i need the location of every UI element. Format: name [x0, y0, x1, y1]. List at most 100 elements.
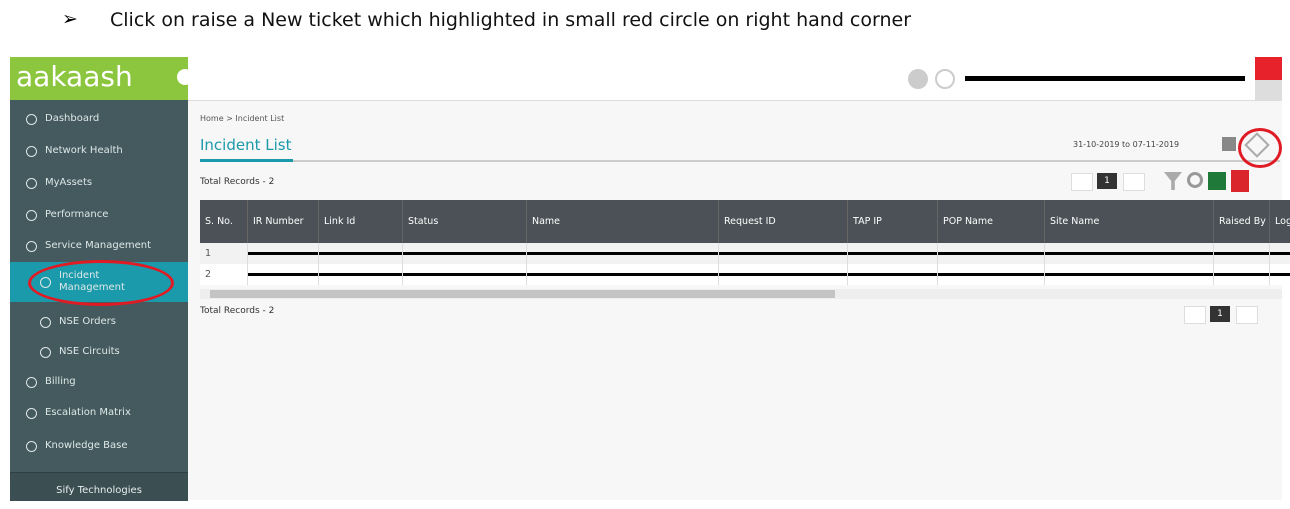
column-header[interactable]: TAP IP	[848, 200, 938, 243]
refresh-icon[interactable]	[1187, 172, 1203, 188]
sidebar-item[interactable]: MyAssets	[10, 168, 188, 198]
instruction: Click on raise a New ticket which highli…	[110, 9, 911, 31]
cell	[848, 243, 938, 264]
sidebar-item[interactable]: Billing	[10, 367, 188, 397]
sidebar-item[interactable]: Network Health	[10, 136, 188, 166]
date-from[interactable]: 31-10-2019	[1073, 140, 1120, 149]
page-prev[interactable]	[1184, 306, 1206, 324]
redaction	[403, 273, 526, 276]
column-header[interactable]: Logged Date	[1270, 200, 1290, 243]
icon	[26, 114, 37, 125]
redaction	[527, 273, 718, 276]
date-to[interactable]: 07-11-2019	[1133, 140, 1180, 149]
column-header[interactable]: POP Name	[938, 200, 1045, 243]
calendar-icon[interactable]	[1222, 137, 1236, 151]
icon	[26, 178, 37, 189]
breadcrumb: Home > Incident List	[200, 114, 284, 123]
redaction	[1270, 273, 1290, 276]
logo: aakaash	[16, 60, 133, 93]
sidebar-item[interactable]: NSE Orders	[10, 307, 188, 337]
settings-button[interactable]	[1255, 80, 1282, 100]
redaction	[319, 273, 402, 276]
cell	[1045, 243, 1214, 264]
title-rule	[200, 160, 1280, 162]
user-icon[interactable]	[935, 69, 955, 89]
redaction	[1045, 273, 1213, 276]
sidebar-label: Dashboard	[45, 104, 175, 134]
sidebar-item[interactable]: Escalation Matrix	[10, 398, 188, 428]
cell: 2	[200, 264, 248, 285]
redaction	[1270, 252, 1290, 255]
column-header[interactable]: Site Name	[1045, 200, 1214, 243]
redaction	[1045, 252, 1213, 255]
column-header[interactable]: Name	[527, 200, 719, 243]
page-next[interactable]	[1236, 306, 1258, 324]
sidebar-item[interactable]: Knowledge Base	[10, 431, 188, 461]
redaction	[719, 273, 847, 276]
table-row: 2	[200, 264, 1290, 285]
redaction	[848, 273, 937, 276]
icon	[26, 408, 37, 419]
icon	[40, 347, 51, 358]
date-range[interactable]: 31-10-2019 to 07-11-2019	[1073, 140, 1179, 149]
sidebar-label: Service Management	[45, 231, 175, 261]
pdf-icon[interactable]	[1231, 170, 1249, 192]
icon	[40, 317, 51, 328]
cell	[938, 264, 1045, 285]
redaction	[938, 252, 1044, 255]
cell	[1214, 264, 1270, 285]
page-next[interactable]	[1123, 173, 1145, 191]
highlight-circle	[28, 260, 174, 306]
page-number[interactable]: 1	[1210, 306, 1230, 322]
breadcrumb-home[interactable]: Home	[200, 114, 224, 123]
cell	[527, 243, 719, 264]
page-number[interactable]: 1	[1097, 173, 1117, 189]
cell	[1045, 264, 1214, 285]
redaction	[938, 273, 1044, 276]
page-prev[interactable]	[1071, 173, 1093, 191]
scrollbar-thumb[interactable]	[210, 290, 835, 298]
sidebar-item[interactable]: Service Management	[10, 231, 188, 261]
date-to-label: to	[1122, 140, 1130, 149]
cell	[527, 264, 719, 285]
column-header[interactable]: IR Number	[248, 200, 319, 243]
total-records: Total Records - 2	[200, 306, 274, 316]
column-header[interactable]: Status	[403, 200, 527, 243]
excel-icon[interactable]	[1208, 172, 1226, 190]
column-header[interactable]: Request ID	[719, 200, 848, 243]
sidebar-item[interactable]: Performance	[10, 200, 188, 230]
sidebar-label: Network Health	[45, 136, 175, 166]
sidebar-label: NSE Orders	[59, 307, 139, 337]
redaction	[403, 252, 526, 255]
power-button[interactable]	[1255, 57, 1282, 80]
sidebar-label: Performance	[45, 200, 175, 230]
redaction	[719, 252, 847, 255]
table-row: 1	[200, 243, 1290, 264]
cell	[319, 243, 403, 264]
cell	[1270, 264, 1290, 285]
icon	[26, 377, 37, 388]
column-header[interactable]: S. No.	[200, 200, 248, 243]
cell	[403, 264, 527, 285]
sidebar-label: Escalation Matrix	[45, 398, 175, 428]
cell	[1214, 243, 1270, 264]
avatar[interactable]	[908, 69, 928, 89]
page-title: Incident List	[200, 136, 291, 154]
cell	[938, 243, 1045, 264]
cell	[719, 264, 848, 285]
redaction	[319, 252, 402, 255]
column-header[interactable]: Raised By	[1214, 200, 1270, 243]
cell	[319, 264, 403, 285]
redaction	[1214, 273, 1269, 276]
sidebar-item[interactable]: Dashboard	[10, 104, 188, 134]
breadcrumb-current: Incident List	[235, 114, 284, 123]
total-records: Total Records - 2	[200, 177, 274, 187]
highlight-circle	[1238, 128, 1282, 168]
redaction	[965, 76, 1245, 81]
column-header[interactable]: Link Id	[319, 200, 403, 243]
breadcrumb-separator: >	[226, 114, 233, 123]
cell	[248, 243, 319, 264]
sidebar-item[interactable]: NSE Circuits	[10, 337, 188, 367]
